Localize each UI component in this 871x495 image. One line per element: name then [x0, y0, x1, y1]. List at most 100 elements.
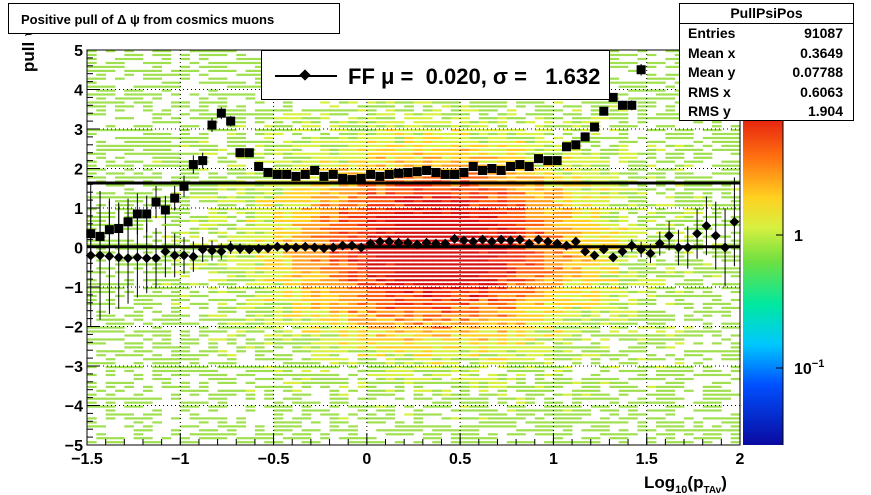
heatmap-cell	[133, 421, 144, 424]
heatmap-cell	[301, 437, 312, 440]
heatmap-cell	[301, 279, 312, 282]
heatmap-cell	[590, 239, 601, 242]
heatmap-cell	[282, 302, 293, 305]
heatmap-cell	[590, 263, 601, 266]
heatmap-cell	[665, 211, 676, 215]
heatmap-cell	[152, 215, 162, 219]
heatmap-cell	[301, 136, 312, 140]
heatmap-cell	[105, 61, 116, 65]
heatmap-cell	[712, 310, 722, 313]
heatmap-cell	[394, 136, 405, 140]
heatmap-cell	[320, 180, 330, 183]
heatmap-cell	[525, 385, 536, 388]
heatmap-cell	[460, 279, 470, 282]
heatmap-cell	[609, 294, 620, 298]
heatmap-cell	[385, 369, 396, 373]
heatmap-cell	[385, 275, 396, 278]
heatmap-cell	[450, 362, 461, 365]
heatmap-cell	[282, 362, 293, 365]
heatmap-cell	[544, 366, 554, 369]
heatmap-cell	[404, 196, 414, 199]
heatmap-cell	[105, 89, 116, 92]
heatmap-cell	[544, 354, 554, 357]
heatmap-cell	[245, 188, 256, 191]
heatmap-cell	[301, 129, 312, 132]
heatmap-cell	[87, 243, 97, 246]
heatmap-cell	[394, 184, 405, 187]
heatmap-cell	[329, 259, 340, 262]
heatmap-cell	[534, 243, 545, 246]
heatmap-cell	[497, 101, 508, 104]
heatmap-cell	[180, 65, 190, 68]
heatmap-cell	[273, 413, 284, 416]
heatmap-cell	[105, 172, 116, 175]
heatmap-cell	[581, 156, 592, 159]
heatmap-cell	[124, 69, 134, 72]
heatmap-cell	[609, 433, 620, 436]
heatmap-cell	[450, 330, 461, 333]
heatmap-cell	[534, 417, 545, 420]
heatmap-cell	[124, 53, 134, 57]
heatmap-cell	[366, 235, 377, 238]
heatmap-cell	[544, 346, 554, 349]
heatmap-cell	[562, 306, 573, 309]
heatmap-cell	[450, 334, 461, 337]
heatmap-cell	[488, 314, 498, 317]
heatmap-cell	[572, 223, 582, 226]
heatmap-cell	[292, 192, 302, 195]
heatmap-cell	[329, 129, 340, 132]
heatmap-cell	[404, 354, 414, 357]
heatmap-cell	[152, 373, 162, 377]
heatmap-cell	[273, 334, 284, 337]
heatmap-cell	[320, 168, 330, 171]
heatmap-cell	[460, 263, 470, 266]
heatmap-cell	[618, 381, 629, 384]
heatmap-cell	[618, 53, 629, 57]
heatmap-cell	[497, 136, 508, 140]
heatmap-cell	[264, 113, 274, 116]
heatmap-cell	[357, 302, 368, 305]
heatmap-cell	[684, 196, 694, 199]
heatmap-cell	[609, 385, 620, 388]
heatmap-cell	[404, 156, 414, 159]
heatmap-cell	[553, 306, 564, 309]
heatmap-cell	[133, 314, 144, 317]
heatmap-cell	[628, 156, 638, 159]
heatmap-cell	[497, 156, 508, 159]
heatmap-cell	[413, 290, 424, 294]
heatmap-cell	[637, 358, 648, 361]
heatmap-cell	[637, 50, 648, 53]
heatmap-cell	[226, 377, 237, 381]
heatmap-cell	[96, 148, 106, 151]
heatmap-cell	[478, 326, 489, 329]
heatmap-cell	[600, 255, 610, 258]
heatmap-cell	[357, 223, 368, 226]
heatmap-cell	[646, 204, 657, 207]
heatmap-cell	[618, 263, 629, 266]
heatmap-cell	[581, 275, 592, 278]
heatmap-cell	[376, 393, 386, 396]
heatmap-cell	[674, 381, 685, 384]
heatmap-cell	[171, 306, 181, 309]
heatmap-cell	[217, 310, 228, 313]
heatmap-cell	[198, 373, 209, 377]
heatmap-cell	[572, 247, 582, 250]
heatmap-cell	[245, 338, 256, 341]
heatmap-cell	[292, 235, 302, 238]
heatmap-cell	[656, 318, 666, 321]
heatmap-cell	[469, 271, 480, 274]
heatmap-cell	[478, 381, 489, 384]
heatmap-cell	[450, 208, 461, 211]
heatmap-cell	[348, 255, 358, 258]
heatmap-cell	[282, 168, 293, 171]
heatmap-cell	[338, 342, 349, 345]
heatmap-cell	[553, 385, 564, 388]
heatmap-cell	[87, 290, 97, 294]
heatmap-cell	[590, 310, 601, 313]
heatmap-cell	[562, 271, 573, 274]
heatmap-cell	[572, 219, 582, 222]
heatmap-cell	[488, 208, 498, 211]
heatmap-cell	[245, 393, 256, 396]
heatmap-cell	[161, 132, 172, 136]
heatmap-cell	[469, 211, 480, 215]
